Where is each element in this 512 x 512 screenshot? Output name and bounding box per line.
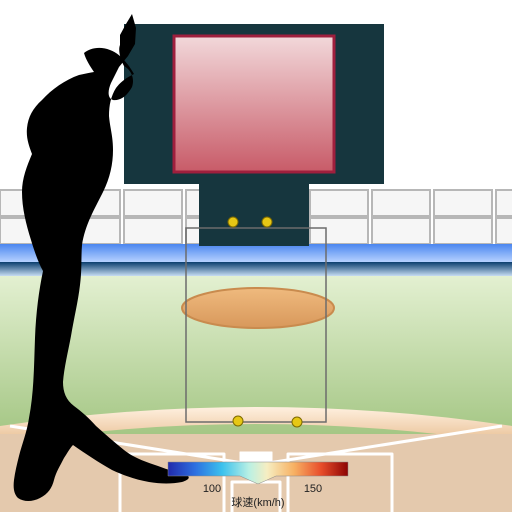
- seat-box: [496, 190, 512, 216]
- pitch-marker: [292, 417, 302, 427]
- seat-box: [372, 218, 430, 244]
- pitch-marker: [262, 217, 272, 227]
- legend-tick-150: 150: [304, 483, 322, 495]
- scoreboard-pillar: [199, 184, 309, 246]
- seat-box: [310, 190, 368, 216]
- seat-box: [372, 190, 430, 216]
- seat-box: [434, 218, 492, 244]
- seat-box: [310, 218, 368, 244]
- pitch-marker: [233, 416, 243, 426]
- seat-box: [124, 218, 182, 244]
- seat-box: [434, 190, 492, 216]
- legend-tick-100: 100: [203, 483, 221, 495]
- scoreboard-screen: [174, 36, 334, 172]
- pitch-marker: [228, 217, 238, 227]
- seat-box: [124, 190, 182, 216]
- legend-label: 球速(km/h): [231, 495, 284, 509]
- seat-box: [496, 218, 512, 244]
